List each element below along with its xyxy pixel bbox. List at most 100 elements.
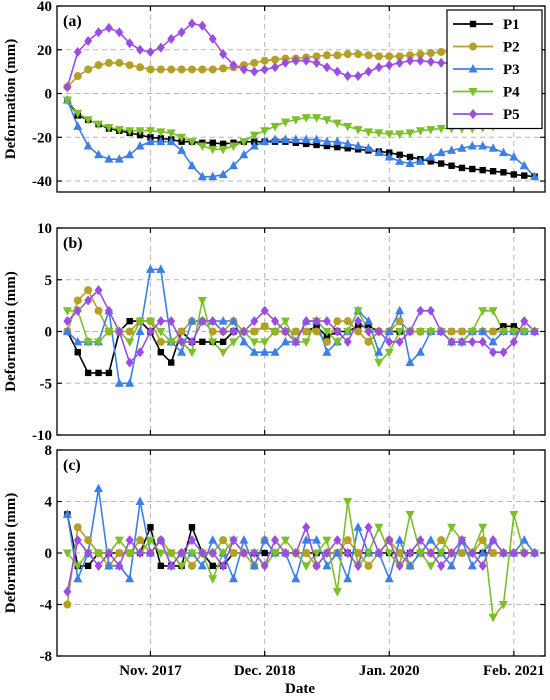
data-point-p3 <box>363 316 373 325</box>
data-point-p5 <box>374 62 383 73</box>
data-point-p1 <box>344 145 351 152</box>
data-point-p2 <box>343 317 352 326</box>
series-line-p5 <box>66 526 535 592</box>
data-point-p2 <box>312 52 321 61</box>
data-point-p1 <box>209 139 216 146</box>
data-point-p3 <box>73 573 83 583</box>
data-point-p5 <box>447 336 456 347</box>
data-point-p5 <box>219 326 228 337</box>
data-point-p3 <box>457 143 467 152</box>
data-point-p1 <box>448 162 455 169</box>
data-point-p2 <box>333 317 342 326</box>
data-point-p2 <box>208 65 217 74</box>
data-point-p4 <box>104 123 114 133</box>
data-point-p3 <box>363 143 373 152</box>
data-point-p2 <box>219 64 228 73</box>
data-point-p3 <box>249 141 259 150</box>
data-point-p4 <box>187 138 197 147</box>
data-point-p3 <box>488 336 498 346</box>
panel-label: (b) <box>63 235 83 252</box>
data-point-p5 <box>125 535 134 546</box>
y-axis-title: Deformation (mm) <box>3 271 19 391</box>
data-point-p3 <box>405 560 415 570</box>
data-point-p5 <box>156 42 165 53</box>
data-point-p4 <box>280 118 290 127</box>
data-point-p4 <box>197 296 207 306</box>
data-point-p4 <box>498 601 508 610</box>
data-point-p2 <box>343 536 352 545</box>
data-point-p3 <box>125 149 135 159</box>
data-point-p4 <box>218 549 228 558</box>
data-point-p5 <box>198 316 207 327</box>
data-point-p2 <box>94 306 103 315</box>
data-point-p5 <box>271 62 280 73</box>
data-point-p5 <box>208 316 217 327</box>
data-point-p3 <box>447 145 457 154</box>
data-point-p2 <box>187 65 196 74</box>
data-point-p2 <box>312 327 321 336</box>
data-point-p3 <box>94 149 104 159</box>
data-point-p1 <box>84 562 92 570</box>
data-point-p3 <box>166 136 176 146</box>
data-point-p2 <box>167 65 176 74</box>
data-point-p3 <box>353 522 363 531</box>
data-point-p2 <box>94 61 103 70</box>
data-point-p3 <box>208 535 218 544</box>
data-point-p5 <box>260 560 269 571</box>
x-axis-title: Date <box>285 681 315 697</box>
data-point-p5 <box>478 560 487 571</box>
data-point-p2 <box>437 47 446 56</box>
data-point-p5 <box>187 336 196 347</box>
y-tick-label: -10 <box>32 428 52 444</box>
data-point-p5 <box>84 548 93 558</box>
data-point-p5 <box>385 535 394 546</box>
data-point-p5 <box>115 27 124 38</box>
data-point-p4 <box>104 328 114 337</box>
data-point-p5 <box>219 49 228 60</box>
data-point-p5 <box>63 81 72 92</box>
data-point-p2 <box>457 549 466 557</box>
data-point-p3 <box>447 560 457 570</box>
y-axis-title: Deformation (mm) <box>3 39 19 159</box>
data-point-p5 <box>115 560 124 571</box>
series-line-p5 <box>66 289 536 364</box>
data-point-p4 <box>135 317 145 327</box>
y-tick-label: 10 <box>37 221 52 237</box>
data-point-p5 <box>395 336 404 347</box>
data-point-p4 <box>415 328 425 337</box>
data-point-p2 <box>322 51 331 60</box>
data-point-p5 <box>520 548 529 558</box>
data-point-p4 <box>145 317 155 327</box>
data-point-p2 <box>354 549 363 557</box>
data-point-p3 <box>239 149 249 159</box>
data-point-p4 <box>270 122 280 132</box>
data-point-p3 <box>229 160 239 170</box>
data-point-p5 <box>333 535 342 546</box>
legend-label-p4: P4 <box>503 85 520 101</box>
data-point-p3 <box>312 134 322 143</box>
data-point-p4 <box>73 109 83 119</box>
data-point-p3 <box>229 573 239 583</box>
data-point-p3 <box>332 136 342 146</box>
data-point-p1 <box>168 359 175 366</box>
data-point-p5 <box>291 55 300 66</box>
data-point-p5 <box>239 326 248 337</box>
data-point-p4 <box>94 120 104 130</box>
data-point-p5 <box>291 548 300 558</box>
data-point-p2 <box>302 327 311 336</box>
data-point-p5 <box>104 548 113 558</box>
data-point-p5 <box>136 347 145 358</box>
data-point-p3 <box>384 151 394 161</box>
data-point-p4 <box>332 119 342 129</box>
data-point-p5 <box>416 55 425 66</box>
data-point-p5 <box>104 22 113 33</box>
data-point-p5 <box>115 326 124 337</box>
data-point-p4 <box>478 307 488 316</box>
data-point-p4 <box>426 328 436 337</box>
data-point-p4 <box>229 142 239 152</box>
data-point-p5 <box>322 548 331 558</box>
data-point-p4 <box>135 127 145 136</box>
data-point-p4 <box>94 549 104 558</box>
data-point-p5 <box>208 33 217 44</box>
